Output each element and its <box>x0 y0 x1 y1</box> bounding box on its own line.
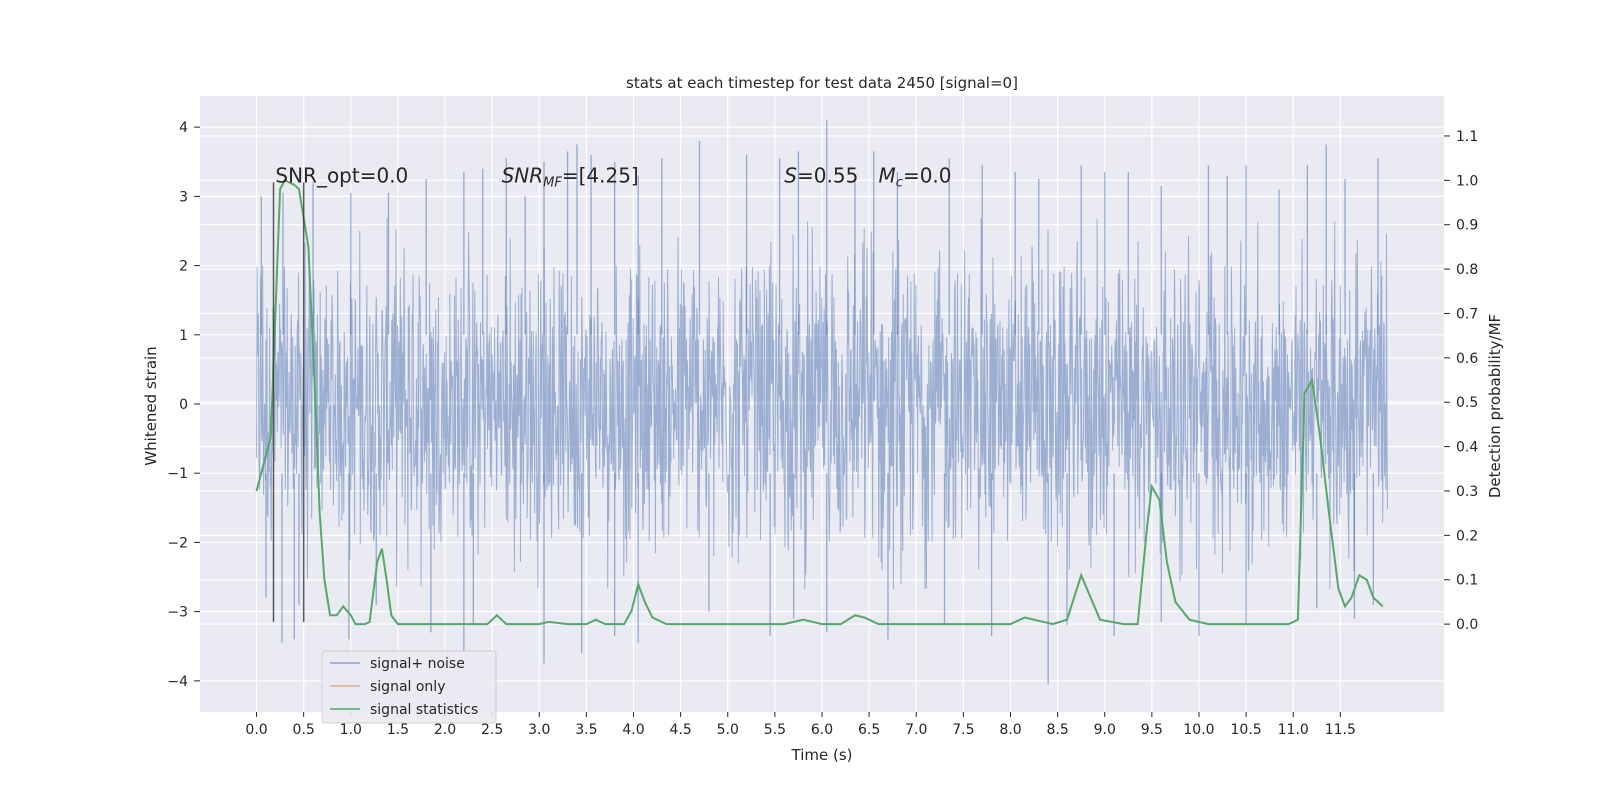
legend-label-noise: signal+ noise <box>370 656 465 672</box>
x-tick-label-6: 3.0 <box>528 722 550 738</box>
y2-tick-label-8: 0.8 <box>1456 262 1478 278</box>
x-tick-label-14: 7.0 <box>905 722 927 738</box>
x-tick-label-0: 0.0 <box>245 722 267 738</box>
chart-title: stats at each timestep for test data 245… <box>626 74 1018 92</box>
x-tick-label-21: 10.5 <box>1231 722 1262 738</box>
x-tick-label-12: 6.0 <box>811 722 833 738</box>
x-tick-label-16: 8.0 <box>999 722 1021 738</box>
annotation-1: SNRMF=[4.25] <box>502 164 639 191</box>
x-tick-label-18: 9.0 <box>1094 722 1116 738</box>
y-tick-label-2: −2 <box>167 535 188 551</box>
annotations: SNR_opt=0.0 SNRMF=[4.25] S=0.55 Mc=0.0 <box>275 164 951 191</box>
y2-tick-label-2: 0.2 <box>1456 528 1478 544</box>
x-tick-label-2: 1.0 <box>340 722 362 738</box>
x-tick-label-7: 3.5 <box>575 722 597 738</box>
noise-trace <box>256 217 1388 590</box>
x-tick-label-22: 11.0 <box>1278 722 1309 738</box>
statistics-series <box>255 178 1384 626</box>
x-tick-label-11: 5.5 <box>764 722 786 738</box>
y-axis-label: Whitened strain <box>142 346 160 465</box>
x-tick-label-23: 11.5 <box>1325 722 1356 738</box>
y-tick-label-4: 0 <box>179 397 188 413</box>
x-tick-label-8: 4.0 <box>622 722 644 738</box>
y2-tick-label-3: 0.3 <box>1456 484 1478 500</box>
x-tick-label-10: 5.0 <box>717 722 739 738</box>
x-tick-label-4: 2.0 <box>434 722 456 738</box>
x-tick-label-13: 6.5 <box>858 722 880 738</box>
annotation-0: SNR_opt=0.0 <box>275 164 408 188</box>
y2-tick-label-7: 0.7 <box>1456 306 1478 322</box>
legend-label-signal-only: signal only <box>370 679 445 695</box>
y2-tick-label-5: 0.5 <box>1456 395 1478 411</box>
y-tick-label-0: −4 <box>167 674 188 690</box>
y2-tick-label-0: 0.0 <box>1456 617 1478 633</box>
y-tick-label-3: −1 <box>167 466 188 482</box>
annotation-2: S=0.55 <box>784 164 858 188</box>
x-tick-label-20: 10.0 <box>1183 722 1214 738</box>
legend-label-statistics: signal statistics <box>370 702 478 718</box>
legend: signal+ noise signal only signal statist… <box>321 650 497 724</box>
x-tick-label-3: 1.5 <box>387 722 409 738</box>
x-tick-label-17: 8.5 <box>1046 722 1068 738</box>
x-axis-label: Time (s) <box>791 746 853 764</box>
legend-box <box>321 650 497 724</box>
annotation-3: Mc=0.0 <box>879 164 952 191</box>
y-tick-label-8: 4 <box>179 120 188 136</box>
y-tick-label-1: −3 <box>167 605 188 621</box>
y2-axis: 0.0 0.1 0.2 0.3 0.4 0.5 0.6 0.7 0.8 0.9 1.0 1.1 <box>1444 129 1478 633</box>
y2-tick-label-10: 1.0 <box>1456 173 1478 189</box>
x-tick-label-9: 4.5 <box>670 722 692 738</box>
y2-tick-label-1: 0.1 <box>1456 573 1478 589</box>
x-tick-label-1: 0.5 <box>293 722 315 738</box>
y-tick-label-5: 1 <box>179 328 188 344</box>
y2-tick-label-4: 0.4 <box>1456 440 1478 456</box>
y-axis: −4 −3 −2 −1 0 1 2 3 4 <box>167 120 200 690</box>
y2-tick-label-6: 0.6 <box>1456 351 1478 367</box>
statistics-line <box>255 178 1384 626</box>
y2-tick-label-9: 0.9 <box>1456 218 1478 234</box>
y2-axis-label: Detection probability/MF <box>1486 314 1504 498</box>
x-tick-label-15: 7.5 <box>952 722 974 738</box>
marker-lines <box>272 182 305 623</box>
y2-tick-label-11: 1.1 <box>1456 129 1478 145</box>
x-tick-label-19: 9.5 <box>1141 722 1163 738</box>
x-tick-label-5: 2.5 <box>481 722 503 738</box>
x-axis: 0.0 0.5 1.0 1.5 2.0 2.5 3.0 3.5 4.0 4.5 5.0 5.5 6.0 6… <box>245 712 1356 738</box>
y-tick-label-7: 3 <box>179 189 188 205</box>
y-tick-label-6: 2 <box>179 259 188 275</box>
